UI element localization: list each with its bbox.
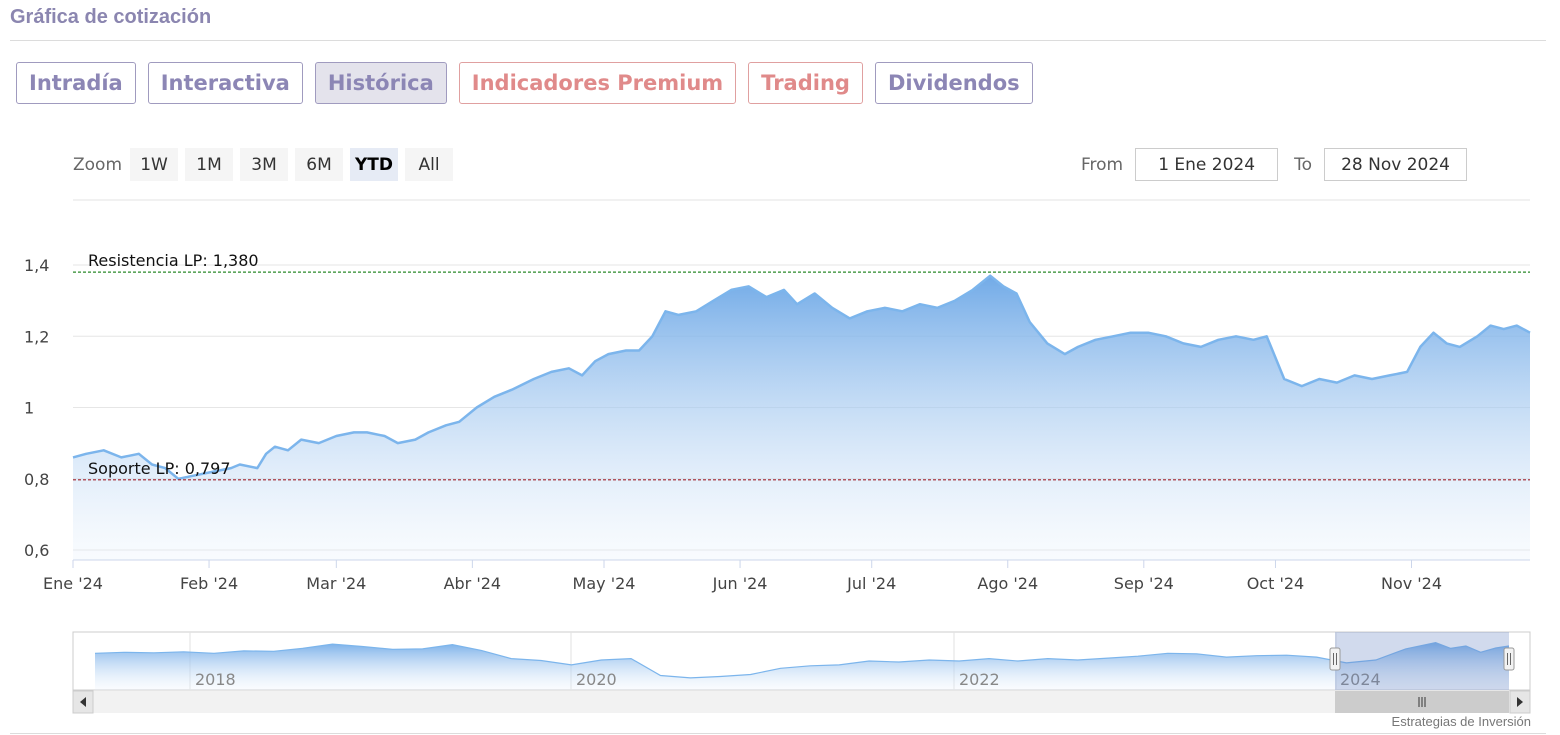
navigator-handle-left[interactable] [1329, 647, 1341, 671]
arrow-left-icon [80, 697, 86, 707]
scrollbar-track [73, 691, 1530, 713]
zoom-1w-button[interactable]: 1W [130, 148, 179, 181]
x-tick-label: Oct '24 [1247, 574, 1305, 593]
x-tick-label: Sep '24 [1114, 574, 1174, 593]
zoom-all-button[interactable]: All [405, 148, 454, 181]
y-tick-label: 1 [24, 399, 34, 418]
zoom-1m-button[interactable]: 1M [185, 148, 234, 181]
navigator-selection [1335, 632, 1509, 690]
zoom-label: Zoom [73, 154, 123, 175]
tab-dividendos[interactable]: Dividendos [874, 62, 1033, 104]
tab-interactiva[interactable]: Interactiva [147, 62, 303, 104]
x-tick-label: Ago '24 [977, 574, 1038, 593]
x-tick-label: Nov '24 [1381, 574, 1442, 593]
tab-indicadores-premium[interactable]: Indicadores Premium [458, 62, 737, 104]
x-tick-label: May '24 [573, 574, 636, 593]
to-label: To [1294, 154, 1313, 175]
tab-historica[interactable]: Histórica [314, 62, 447, 104]
x-tick-label: Abr '24 [444, 574, 502, 593]
x-tick-label: Ene '24 [43, 574, 103, 593]
page-title: Gráfica de cotización [10, 6, 212, 28]
navigator-handle-right[interactable] [1503, 647, 1515, 671]
price-line [72, 274, 1531, 481]
y-tick-label: 1,2 [24, 327, 49, 346]
to-date-input[interactable] [1324, 148, 1468, 181]
support-label: Soporte LP: 0,797 [88, 459, 231, 478]
navigator-year-label: 2020 [576, 670, 617, 689]
resistance-label: Resistencia LP: 1,380 [88, 251, 259, 270]
date-range: From To [1081, 148, 1468, 181]
from-date-input[interactable] [1135, 148, 1279, 181]
zoom-6m-button[interactable]: 6M [295, 148, 344, 181]
tab-trading[interactable]: Trading [748, 62, 863, 104]
navigator-area [95, 642, 1509, 690]
x-tick-label: Jul '24 [846, 574, 896, 593]
footer-divider [10, 733, 1546, 734]
y-tick-label: 0,8 [24, 470, 49, 489]
x-tick-label: Feb '24 [180, 574, 238, 593]
from-label: From [1081, 154, 1124, 175]
tab-intradia[interactable]: Intradía [16, 62, 136, 104]
y-tick-label: 0,6 [24, 541, 49, 560]
chart-tabs: Intradía Interactiva Histórica Indicador… [16, 62, 1045, 104]
navigator-year-label: 2022 [959, 670, 1000, 689]
navigator-year-label: 2018 [195, 670, 236, 689]
zoom-ytd-button[interactable]: YTD [350, 148, 399, 181]
credits: Estrategias de Inversión [1391, 714, 1531, 729]
title-divider [10, 40, 1546, 41]
x-tick-label: Jun '24 [712, 574, 768, 593]
navigator-year-label: 2024 [1340, 670, 1381, 689]
y-tick-label: 1,4 [24, 256, 49, 275]
zoom-selector: Zoom 1W 1M 3M 6M YTD All [73, 148, 460, 181]
zoom-3m-button[interactable]: 3M [240, 148, 289, 181]
price-area [73, 275, 1530, 560]
x-tick-label: Mar '24 [306, 574, 366, 593]
arrow-right-icon [1517, 697, 1523, 707]
